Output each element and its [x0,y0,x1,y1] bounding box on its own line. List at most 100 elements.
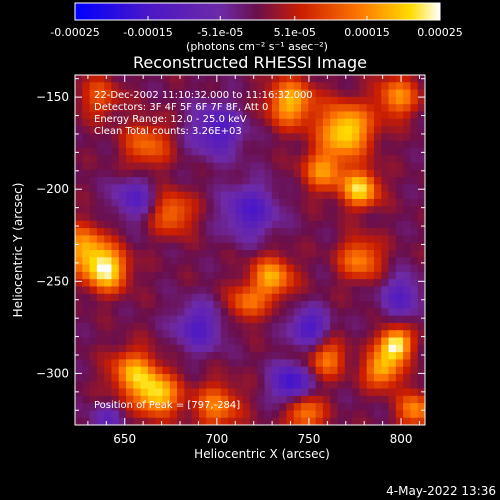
heatmap-cell [315,162,324,171]
heatmap-cell [162,89,171,98]
heatmap-cell [359,286,368,295]
heatmap-cell [257,169,266,178]
heatmap-cell [126,250,134,258]
heatmap-cell [155,315,164,324]
heatmap-cell [366,111,375,120]
heatmap-cell [373,82,382,91]
heatmap-cell [198,184,207,193]
heatmap-cell [271,395,280,404]
heatmap-cell [96,82,105,91]
heatmap-cell [104,184,113,193]
heatmap-cell [315,352,324,360]
heatmap-cell [301,337,309,346]
heatmap-cell [147,155,156,164]
heatmap-cell [140,322,149,331]
heatmap-cell [140,301,149,309]
heatmap-cell [213,308,222,317]
heatmap-cell [104,381,113,390]
heatmap-cell [111,352,120,360]
heatmap-cell [198,228,207,237]
heatmap-cell [381,162,390,171]
heatmap-cell [315,82,324,91]
heatmap-cell [140,104,149,113]
heatmap-cell [381,337,390,346]
heatmap-cell [352,286,360,295]
heatmap-cell [140,417,149,425]
heatmap-cell [162,293,171,302]
heatmap-cell [198,359,207,368]
heatmap-cell [301,279,309,288]
heatmap-cell [104,395,113,404]
heatmap-cell [388,133,397,142]
heatmap-cell [242,308,251,317]
heatmap-cell [257,177,266,185]
heatmap-cell [344,352,353,360]
heatmap-cell [359,403,368,412]
heatmap-cell [301,352,309,360]
heatmap-cell [264,293,273,302]
heatmap-cell [264,169,273,178]
heatmap-cell [111,118,120,127]
heatmap-cell [162,177,171,185]
heatmap-cell [417,359,425,368]
heatmap-cell [337,111,346,120]
heatmap-cell [403,118,412,127]
heatmap-cell [89,198,98,207]
heatmap-cell [271,264,280,273]
heatmap-cell [133,271,142,280]
heatmap-cell [235,96,244,105]
heatmap-cell [279,315,288,324]
heatmap-cell [264,111,273,120]
heatmap-cell [308,213,317,222]
heatmap-cell [96,388,105,397]
heatmap-cell [96,155,105,164]
heatmap-cell [96,352,105,360]
heatmap-cell [96,177,105,185]
heatmap-cell [75,337,83,346]
heatmap-cell [344,228,353,237]
heatmap-cell [395,177,404,185]
heatmap-cell [352,410,360,419]
heatmap-cell [111,133,120,142]
heatmap-cell [89,293,98,302]
heatmap-cell [111,126,120,134]
heatmap-cell [220,184,229,193]
heatmap-cell [228,279,237,288]
colorbar-gradient [75,3,440,20]
heatmap-cell [352,250,360,258]
heatmap-cell [177,286,185,295]
heatmap-cell [198,373,207,382]
heatmap-cell [359,366,368,375]
heatmap-cell [286,126,295,134]
heatmap-cell [264,315,273,324]
heatmap-cell [359,177,368,185]
heatmap-cell [293,126,302,134]
heatmap-cell [410,337,419,346]
heatmap-cell [184,388,193,397]
heatmap-cell [264,104,273,113]
heatmap-cell [198,403,207,412]
heatmap-cell [410,235,419,244]
heatmap-cell [301,184,309,193]
heatmap-cell [228,417,237,425]
heatmap-cell [213,206,222,215]
heatmap-cell [82,206,91,215]
heatmap-cell [293,308,302,317]
heatmap-cell [279,257,288,266]
heatmap-cell [359,250,368,258]
heatmap-cell [242,388,251,397]
heatmap-cell [250,206,258,215]
heatmap-cell [417,89,425,98]
heatmap-cell [381,177,390,185]
heatmap-cell [177,395,185,404]
heatmap-cell [75,162,83,171]
heatmap-cell [344,184,353,193]
heatmap-cell [286,155,295,164]
heatmap-cell [322,133,331,142]
heatmap-cell [337,315,346,324]
heatmap-cell [257,315,266,324]
observation-info: 22-Dec-2002 11:10:32.000 to 11:16:32.000… [94,90,313,137]
heatmap-cell [111,301,120,309]
colorbar-frame [74,2,441,21]
heatmap-cell [417,250,425,258]
